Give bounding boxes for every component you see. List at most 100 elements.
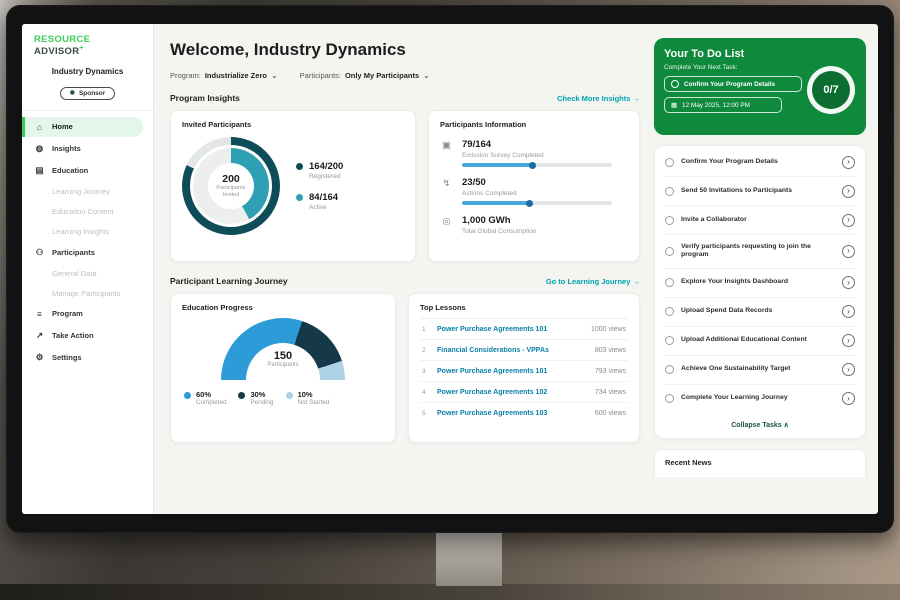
logo-primary: RESOURCE: [34, 34, 90, 45]
actions-progress-fill: [462, 201, 531, 205]
chevron-right-icon[interactable]: ›: [842, 156, 855, 169]
page-title: Welcome, Industry Dynamics: [170, 40, 640, 60]
sidebar-item-participants[interactable]: ⚇ Participants: [22, 242, 153, 263]
sidebar-item-settings[interactable]: ⚙ Settings: [22, 347, 153, 368]
task-row-upload-educational-content[interactable]: Upload Additional Educational Content ›: [665, 327, 855, 356]
legend-completed: 60% Completed: [184, 390, 226, 406]
chevron-right-icon[interactable]: ›: [842, 245, 855, 258]
calendar-icon: ▦: [671, 101, 677, 109]
checkbox-icon[interactable]: [665, 187, 674, 196]
todo-panel: Your To Do List Complete Your Next Task:…: [652, 24, 878, 514]
sidebar-item-education-content[interactable]: Education Content: [22, 202, 153, 221]
logo-secondary: ADVISOR+: [34, 46, 84, 57]
sidebar-item-home[interactable]: ⌂ Home: [22, 117, 143, 137]
sidebar-item-general-data[interactable]: General Data: [22, 264, 153, 283]
pending-dot: [238, 392, 245, 399]
legend-not-started: 10% Not Started: [286, 390, 330, 406]
lesson-row: 4 Power Purchase Agreements 102 734 view…: [420, 382, 628, 403]
task-row-send-invitations[interactable]: Send 50 Invitations to Participants ›: [665, 177, 855, 206]
legend-pending: 30% Pending: [238, 390, 273, 406]
chevron-right-icon[interactable]: ›: [842, 305, 855, 318]
program-insights-header: Program Insights Check More Insights →: [170, 93, 640, 103]
checkbox-icon[interactable]: [665, 216, 674, 225]
lesson-link[interactable]: Power Purchase Agreements 102: [437, 389, 587, 396]
next-task-chip[interactable]: Confirm Your Program Details: [664, 76, 802, 92]
filter-bar: Program: Industrialize Zero ⌄ Participan…: [170, 71, 640, 80]
card-title: Education Progress: [182, 303, 384, 312]
lesson-link[interactable]: Power Purchase Agreements 103: [437, 410, 587, 417]
chevron-right-icon[interactable]: ›: [842, 334, 855, 347]
sidebar-item-education[interactable]: ▤ Education: [22, 160, 153, 181]
chevron-down-icon: ⌄: [271, 71, 278, 80]
task-list-card: Confirm Your Program Details › Send 50 I…: [654, 145, 866, 439]
participants-filter-dropdown[interactable]: Participants: Only My Participants ⌄: [300, 71, 430, 80]
checkbox-icon[interactable]: [671, 80, 679, 88]
sidebar-item-program[interactable]: ≡ Program: [22, 304, 153, 324]
sidebar-item-learning-insights[interactable]: Learning Insights: [22, 222, 153, 241]
collapse-tasks-link[interactable]: Collapse Tasks ∧: [665, 413, 855, 434]
survey-progress-fill: [462, 163, 534, 167]
task-row-invite-collaborator[interactable]: Invite a Collaborator ›: [665, 206, 855, 235]
app-logo: RESOURCE ADVISOR+: [22, 34, 153, 65]
task-row-complete-learning-journey[interactable]: Complete Your Learning Journey ›: [665, 385, 855, 413]
chevron-right-icon[interactable]: ›: [842, 392, 855, 405]
task-row-verify-participants[interactable]: Verify participants requesting to join t…: [665, 235, 855, 269]
registered-dot: [296, 163, 303, 170]
checkbox-icon[interactable]: [665, 394, 674, 403]
main-content: Welcome, Industry Dynamics Program: Indu…: [154, 24, 652, 514]
survey-icon: ▣: [440, 140, 453, 151]
checkbox-icon[interactable]: [665, 247, 674, 256]
task-row-confirm-program[interactable]: Confirm Your Program Details ›: [665, 148, 855, 177]
recent-news-header: Recent News: [654, 449, 866, 477]
lesson-row: 5 Power Purchase Agreements 103 600 view…: [420, 403, 628, 423]
sidebar-item-take-action[interactable]: ↗ Take Action: [22, 325, 153, 346]
insights-icon: ◍: [34, 143, 45, 154]
lesson-link[interactable]: Power Purchase Agreements 101: [437, 368, 587, 375]
legend-active: 84/164 Active: [296, 192, 343, 211]
chevron-right-icon[interactable]: ›: [842, 185, 855, 198]
sidebar-item-learning-journey[interactable]: Learning Journey: [22, 182, 153, 201]
monitor-stand: [436, 531, 502, 586]
checkbox-icon[interactable]: [665, 278, 674, 287]
program-icon: ≡: [34, 309, 45, 319]
home-icon: ⌂: [34, 122, 45, 132]
sidebar: RESOURCE ADVISOR+ Industry Dynamics ◉ Sp…: [22, 24, 154, 514]
checkbox-icon[interactable]: [665, 365, 674, 374]
checkbox-icon[interactable]: [665, 336, 674, 345]
actions-completed-row: ↯ 23/50 Actions Completed: [440, 177, 628, 205]
invited-donut-chart: 200 Participants Invited: [182, 137, 280, 235]
checkbox-icon[interactable]: [665, 158, 674, 167]
actions-progress-track: [462, 201, 612, 205]
chevron-right-icon[interactable]: ›: [842, 214, 855, 227]
card-title: Invited Participants: [182, 120, 404, 129]
todo-title: Your To Do List: [664, 48, 856, 60]
lesson-row: 3 Power Purchase Agreements 101 793 view…: [420, 361, 628, 382]
lesson-row: 1 Power Purchase Agreements 101 1000 vie…: [420, 319, 628, 340]
not-started-dot: [286, 392, 293, 399]
sponsor-badge: ◉ Sponsor: [60, 87, 116, 100]
desk-surface: [0, 584, 900, 600]
sidebar-item-manage-participants[interactable]: Manage Participants: [22, 284, 153, 303]
task-row-upload-spend-data[interactable]: Upload Spend Data Records ›: [665, 298, 855, 327]
emission-survey-row: ▣ 79/164 Emission Survey Completed: [440, 139, 628, 167]
learning-journey-header: Participant Learning Journey Go to Learn…: [170, 276, 640, 286]
sponsor-icon: ◉: [70, 90, 75, 96]
task-row-achieve-target[interactable]: Achieve One Sustainability Target ›: [665, 356, 855, 385]
education-legend: 60% Completed 30% Pending: [182, 390, 384, 406]
go-to-learning-journey-link[interactable]: Go to Learning Journey →: [546, 277, 640, 286]
checkbox-icon[interactable]: [665, 307, 674, 316]
check-more-insights-link[interactable]: Check More Insights →: [557, 94, 640, 103]
program-filter-dropdown[interactable]: Program: Industrialize Zero ⌄: [170, 71, 278, 80]
card-title: Top Lessons: [420, 303, 628, 319]
completed-dot: [184, 392, 191, 399]
chevron-right-icon[interactable]: ›: [842, 363, 855, 376]
todo-progress-ring: 0/7: [807, 66, 855, 114]
invited-legend: 164/200 Registered 84/164 Active: [296, 161, 343, 211]
section-title-program-insights: Program Insights: [170, 93, 240, 103]
sidebar-item-insights[interactable]: ◍ Insights: [22, 138, 153, 159]
chevron-right-icon[interactable]: ›: [842, 276, 855, 289]
lesson-link[interactable]: Power Purchase Agreements 101: [437, 326, 583, 333]
task-row-explore-insights[interactable]: Explore Your Insights Dashboard ›: [665, 269, 855, 298]
lesson-link[interactable]: Financial Considerations - VPPAs: [437, 347, 587, 354]
education-icon: ▤: [34, 165, 45, 176]
